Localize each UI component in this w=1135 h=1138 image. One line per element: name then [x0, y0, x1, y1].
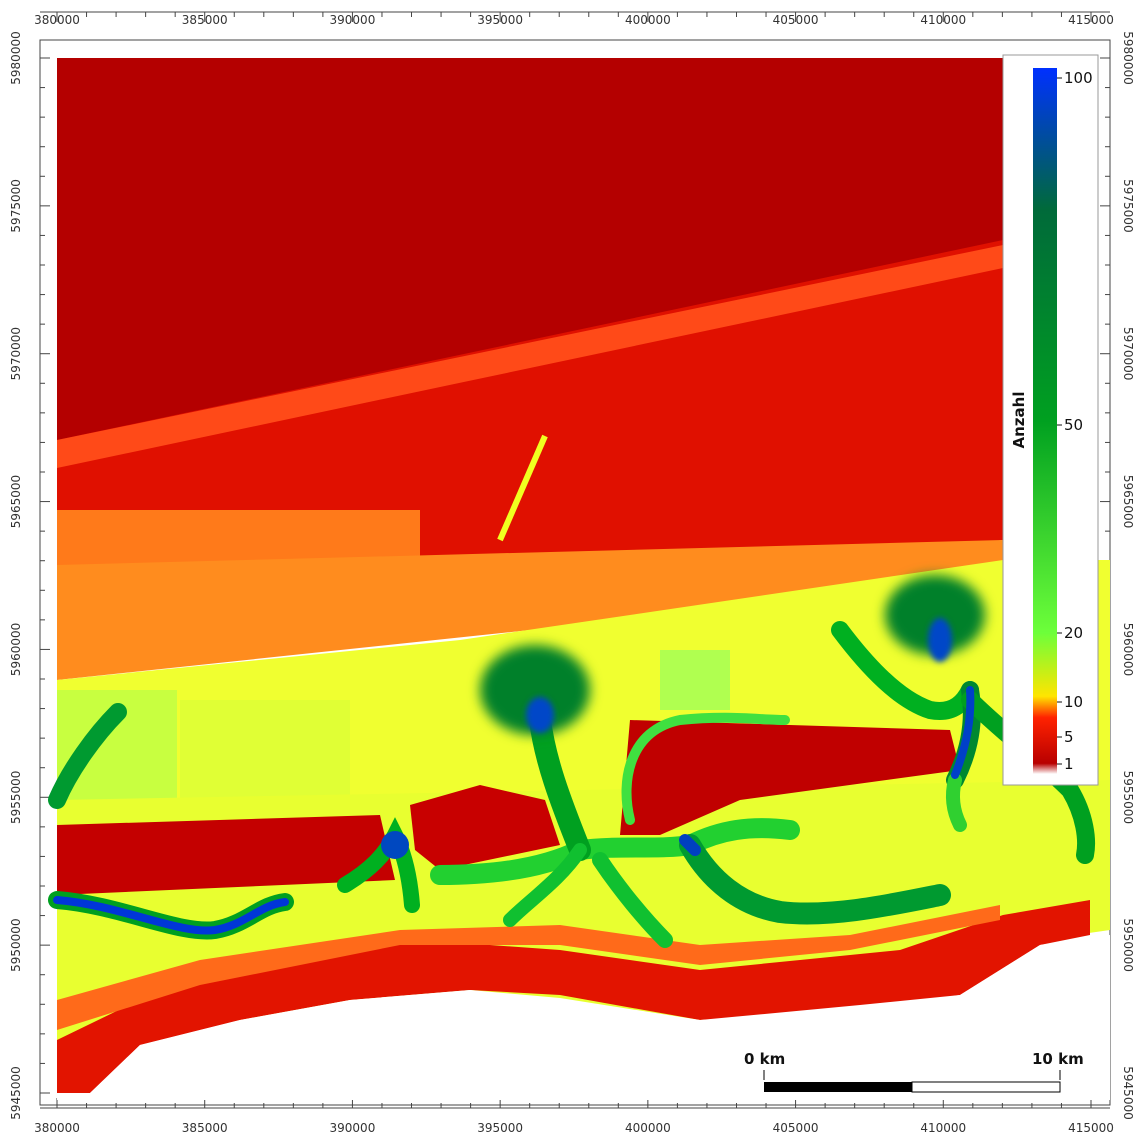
legend-label: 10	[1064, 693, 1083, 711]
y-tick-label-left: 5950000	[9, 918, 23, 971]
map-raster	[48, 58, 1110, 1100]
legend-ticks: 100 50 20 10 5 1	[1057, 69, 1093, 773]
dark-red-block-east	[620, 720, 960, 835]
y-tick-label-left: 5945000	[9, 1066, 23, 1119]
channel-far-west	[48, 703, 127, 809]
channel-central-connector	[621, 712, 790, 825]
yellow-line	[497, 434, 548, 542]
x-tick-label-bottom: 415000	[1068, 1121, 1114, 1135]
legend-label: 50	[1064, 416, 1083, 434]
scale-bar-white	[911, 1081, 1061, 1093]
white-area	[57, 935, 1110, 1100]
legend-label: 5	[1064, 728, 1074, 746]
y-tick-label-right: 5970000	[1121, 327, 1135, 380]
legend-title: Anzahl	[1010, 392, 1028, 449]
y-tick-label-right: 5950000	[1121, 918, 1135, 971]
x-tick-label-top: 395000	[477, 13, 523, 27]
x-tick-label-top: 400000	[625, 13, 671, 27]
x-tick-label-bottom: 405000	[773, 1121, 819, 1135]
y-tick-label-left: 5980000	[9, 31, 23, 84]
channel-east-c	[945, 773, 967, 832]
channel-west-core	[53, 896, 289, 935]
x-tick-label-bottom: 395000	[477, 1121, 523, 1135]
dark-red-block-west	[57, 815, 395, 895]
x-tick-label-top: 405000	[773, 13, 819, 27]
x-tick-label-top: 390000	[330, 13, 376, 27]
light-green-patch-2	[180, 700, 350, 800]
x-tick-label-bottom: 380000	[34, 1121, 80, 1135]
x-tick-label-top: 380000	[34, 13, 80, 27]
fan-central	[480, 645, 590, 735]
x-tick-label-bottom: 385000	[182, 1121, 228, 1135]
orange-coast	[57, 905, 1000, 1030]
y-tick-label-right: 5980000	[1121, 31, 1135, 84]
scale-end-label: 10 km	[1032, 1050, 1084, 1068]
fan-east-core	[928, 618, 952, 662]
legend: Anzahl 100 50 20 10 5 1	[1002, 54, 1099, 786]
x-tick-label-bottom: 400000	[625, 1121, 671, 1135]
channel-central-main	[430, 818, 800, 885]
y-tick-label-right: 5975000	[1121, 179, 1135, 232]
map-frame: 380000 380000 385000 385000 390000 390000 3950…	[9, 11, 1135, 1135]
orange-south-band	[57, 540, 1003, 680]
legend-gradient-bar	[1033, 68, 1057, 774]
y-tick-label-right: 5955000	[1121, 771, 1135, 824]
dark-red-block-mid	[410, 785, 560, 870]
x-tick-label-bottom: 410000	[920, 1121, 966, 1135]
channels	[48, 575, 1096, 948]
y-tick-label-left: 5960000	[9, 623, 23, 676]
legend-label: 20	[1064, 624, 1083, 642]
x-tick-label-bottom: 390000	[330, 1121, 376, 1135]
channel-391-node	[381, 831, 409, 859]
axis-ticks: 380000 380000 385000 385000 390000 390000 3950…	[9, 12, 1135, 1135]
light-green-patch-3	[660, 650, 730, 710]
y-tick-label-right: 5960000	[1121, 623, 1135, 676]
scale-bar: 0 km 10 km	[744, 1050, 1084, 1093]
fan-central-core	[526, 697, 554, 733]
fan-east	[885, 575, 985, 655]
orange-stripe	[57, 245, 1003, 468]
red-coast-band	[57, 900, 1090, 1093]
channel-central-east	[679, 834, 951, 925]
channel-central-south	[503, 843, 587, 927]
channel-east-d	[961, 691, 1096, 864]
y-tick-label-right: 5945000	[1121, 1066, 1135, 1119]
x-tick-label-top: 415000	[1068, 13, 1114, 27]
channel-central-south2	[592, 852, 673, 948]
y-tick-label-right: 5965000	[1121, 475, 1135, 528]
y-tick-label-left: 5970000	[9, 327, 23, 380]
legend-label: 1	[1064, 755, 1074, 773]
channel-east-blue	[951, 686, 975, 779]
x-tick-label-top: 410000	[920, 13, 966, 27]
scale-start-label: 0 km	[744, 1050, 785, 1068]
x-tick-label-top: 385000	[182, 13, 228, 27]
scale-bar-black	[764, 1082, 912, 1092]
y-tick-label-left: 5975000	[9, 179, 23, 232]
y-tick-label-left: 5965000	[9, 475, 23, 528]
channel-node-blue	[679, 834, 701, 856]
y-tick-label-left: 5955000	[9, 771, 23, 824]
legend-label: 100	[1064, 69, 1093, 87]
